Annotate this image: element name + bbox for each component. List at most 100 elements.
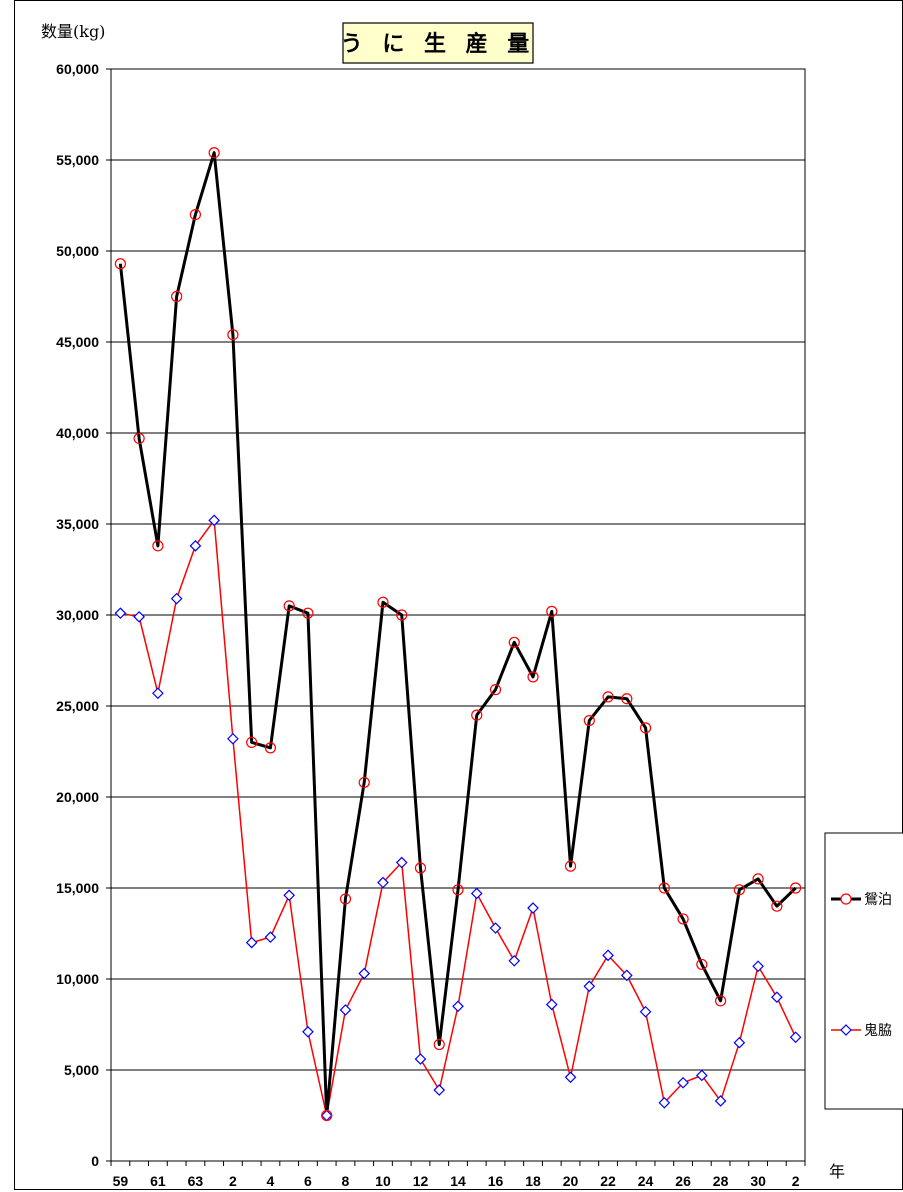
data-point bbox=[152, 687, 164, 700]
data-point bbox=[677, 1076, 689, 1089]
x-tick-label: 14 bbox=[450, 1173, 466, 1189]
data-point bbox=[171, 290, 183, 303]
x-tick-label: 18 bbox=[525, 1173, 541, 1189]
data-point bbox=[264, 742, 277, 754]
grid-layer bbox=[106, 68, 806, 1166]
data-point bbox=[695, 1069, 708, 1082]
data-point bbox=[602, 691, 614, 703]
x-tick-label: 63 bbox=[188, 1173, 204, 1189]
data-point bbox=[133, 432, 145, 445]
data-point bbox=[546, 605, 558, 617]
data-point bbox=[583, 980, 596, 993]
data-point bbox=[658, 882, 670, 894]
data-point bbox=[771, 900, 783, 912]
x-tick-label: 59 bbox=[113, 1173, 129, 1189]
y-tick-label: 30,000 bbox=[56, 607, 99, 623]
data-point bbox=[358, 967, 371, 980]
data-point bbox=[189, 209, 202, 221]
chart-frame: 0 5,000 10,000 15,000 20,000 25,000 30,000 35,0… bbox=[14, 0, 903, 1190]
data-point bbox=[133, 610, 145, 623]
x-tick-label: 2 bbox=[792, 1173, 800, 1189]
chart-svg: 0 5,000 10,000 15,000 20,000 25,000 30,000 35,0… bbox=[41, 22, 903, 1189]
data-point bbox=[508, 954, 521, 967]
data-point bbox=[677, 913, 689, 925]
title-box bbox=[342, 22, 534, 64]
data-point bbox=[114, 607, 127, 620]
data-point bbox=[583, 714, 595, 727]
y-tick-label: 0 bbox=[91, 1153, 99, 1169]
data-point bbox=[246, 736, 258, 749]
x-tick-labels: 59 61 63 2 4 6 8 10 12 14 16 18 20 22 24 26 28 30 2 bbox=[113, 1173, 800, 1189]
data-point bbox=[639, 722, 652, 734]
x-tick-label: 8 bbox=[342, 1173, 350, 1189]
data-point bbox=[771, 991, 783, 1004]
data-point bbox=[696, 958, 708, 971]
data-point bbox=[527, 902, 539, 914]
x-tick-label: 30 bbox=[750, 1173, 766, 1189]
data-point bbox=[339, 1004, 352, 1016]
data-point bbox=[452, 1000, 464, 1013]
series-layer bbox=[114, 147, 802, 1122]
data-point bbox=[302, 607, 314, 619]
data-point bbox=[545, 998, 558, 1011]
data-point bbox=[227, 732, 239, 745]
data-point bbox=[620, 969, 633, 982]
data-point bbox=[733, 884, 745, 896]
data-point bbox=[733, 1036, 746, 1049]
x-tick-label: 6 bbox=[304, 1173, 312, 1189]
x-axis-label: 年 bbox=[829, 1162, 845, 1181]
data-point bbox=[564, 1071, 577, 1084]
data-point bbox=[527, 671, 539, 683]
data-point bbox=[639, 1005, 652, 1018]
legend-label: 鬼脇 bbox=[864, 1023, 892, 1039]
legend-marker bbox=[840, 893, 852, 905]
data-point bbox=[752, 960, 764, 973]
data-point bbox=[227, 329, 239, 341]
data-point bbox=[339, 893, 352, 905]
data-point bbox=[752, 873, 764, 885]
data-point bbox=[114, 258, 126, 270]
y-tick-label: 20,000 bbox=[56, 789, 99, 805]
y-tick-label: 50,000 bbox=[56, 243, 99, 259]
legend-label: 鴛泊 bbox=[864, 892, 892, 908]
x-tick-label: 24 bbox=[638, 1173, 654, 1189]
data-point bbox=[452, 884, 464, 896]
x-tick-label: 12 bbox=[413, 1173, 429, 1189]
data-point bbox=[489, 922, 502, 934]
data-point bbox=[208, 514, 221, 527]
data-point bbox=[283, 600, 295, 612]
y-tick-label: 45,000 bbox=[56, 334, 99, 350]
data-point bbox=[790, 882, 802, 894]
series-line bbox=[120, 519, 797, 1117]
data-point bbox=[414, 862, 427, 874]
data-point bbox=[433, 1084, 446, 1096]
data-point bbox=[170, 592, 183, 605]
data-point bbox=[245, 936, 258, 949]
x-tick-label: 4 bbox=[267, 1173, 275, 1189]
data-point bbox=[395, 856, 408, 869]
y-tick-label: 5,000 bbox=[64, 1062, 99, 1078]
data-point bbox=[714, 1095, 727, 1107]
y-tick-labels: 0 5,000 10,000 15,000 20,000 25,000 30,000 35,0… bbox=[56, 61, 99, 1169]
data-point bbox=[283, 889, 296, 902]
y-tick-label: 40,000 bbox=[56, 425, 99, 441]
plot-area-border bbox=[110, 68, 806, 1162]
y-axis-label: 数量(kg) bbox=[41, 22, 105, 41]
legend-marker bbox=[840, 1024, 852, 1036]
y-tick-label: 35,000 bbox=[56, 516, 99, 532]
y-tick-label: 60,000 bbox=[56, 61, 99, 77]
data-point bbox=[414, 1053, 427, 1065]
data-point bbox=[658, 1096, 671, 1109]
data-point bbox=[264, 931, 277, 943]
x-tick-label: 26 bbox=[675, 1173, 691, 1189]
data-point bbox=[152, 540, 164, 552]
chart-title: う に 生 産 量 bbox=[341, 31, 536, 57]
data-point bbox=[621, 693, 633, 705]
data-point bbox=[470, 887, 483, 900]
y-tick-label: 55,000 bbox=[56, 152, 99, 168]
data-point bbox=[471, 709, 483, 721]
data-point bbox=[396, 609, 408, 621]
data-point bbox=[564, 860, 577, 872]
data-point bbox=[508, 636, 520, 648]
